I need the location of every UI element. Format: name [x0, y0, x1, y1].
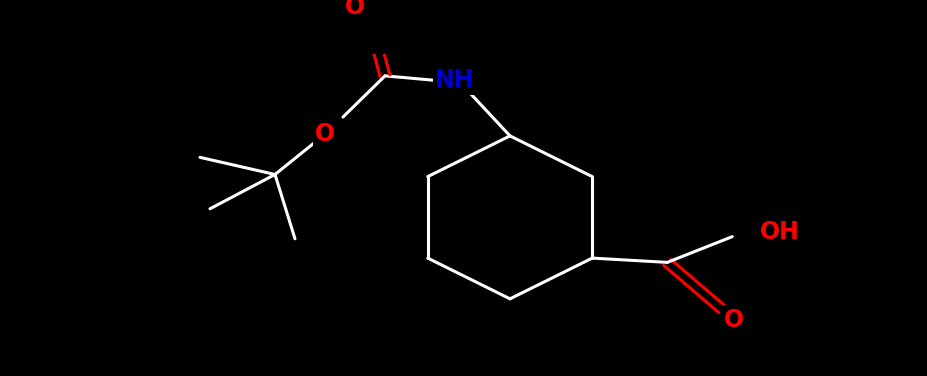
Text: O: O	[345, 0, 364, 19]
Text: O: O	[314, 122, 335, 146]
Text: OH: OH	[759, 220, 799, 244]
Text: NH: NH	[435, 68, 475, 92]
Text: O: O	[723, 308, 743, 332]
